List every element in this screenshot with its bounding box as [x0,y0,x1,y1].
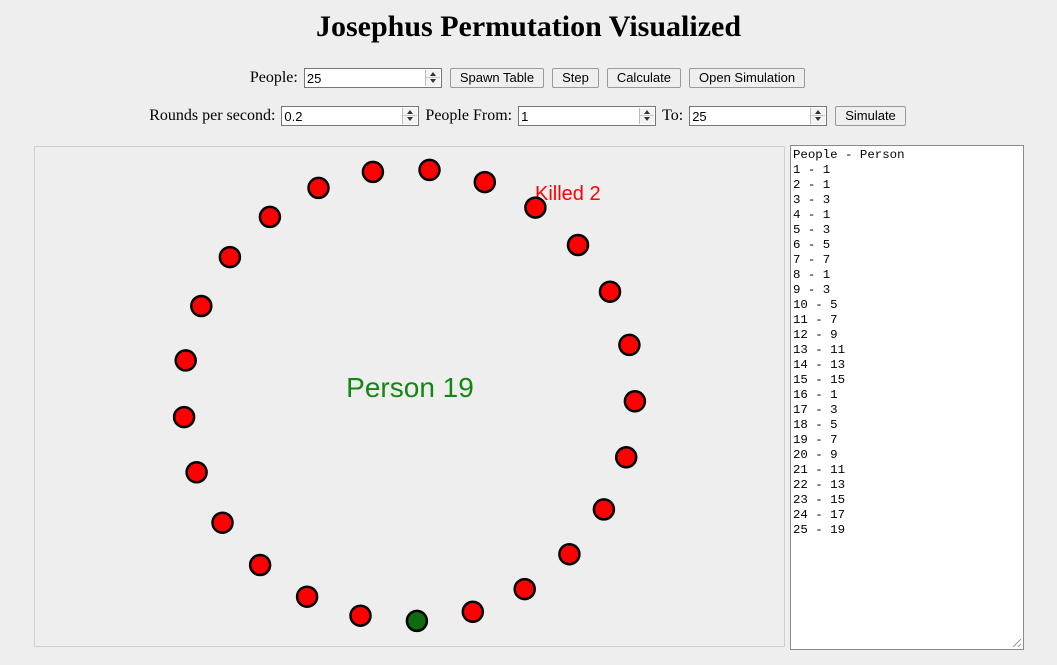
result-row: 10 - 5 [793,298,838,312]
current-person-text: Person 19 [346,372,474,403]
result-row: 14 - 13 [793,358,846,372]
person-marker [218,245,242,269]
spin-up-icon[interactable] [640,108,655,116]
result-row: 4 - 1 [793,208,831,222]
people-input-value: 25 [306,71,322,86]
open-simulation-button[interactable]: Open Simulation [689,68,806,88]
result-row: 21 - 11 [793,463,846,477]
killed-text: Killed 2 [535,183,601,205]
spin-down-icon[interactable] [425,78,440,86]
result-row: 12 - 9 [793,328,838,342]
person-marker [405,609,429,633]
people-circle: Person 19 Killed 2 [172,158,647,633]
result-row: 19 - 7 [793,433,838,447]
result-row: 3 - 3 [793,193,831,207]
result-row: 9 - 3 [793,283,831,297]
spin-down-icon[interactable] [811,116,826,124]
rounds-per-second-label: Rounds per second: [149,107,276,124]
person-marker [307,176,330,200]
people-to-spinner[interactable] [810,108,826,124]
result-row: 13 - 11 [793,343,846,357]
person-marker [190,294,213,318]
simulate-button[interactable]: Simulate [835,106,906,126]
result-row: 16 - 1 [793,388,838,402]
people-from-value: 1 [521,109,529,124]
person-marker [592,498,616,521]
result-row: 5 - 3 [793,223,831,237]
person-marker [349,604,372,627]
rounds-per-second-input[interactable]: 0.2 [281,106,420,126]
step-button[interactable]: Step [552,68,599,88]
resize-grip-icon[interactable] [1013,639,1021,647]
person-marker [473,170,497,194]
result-row: 17 - 3 [793,403,838,417]
result-row: 22 - 13 [793,478,846,492]
result-row: 7 - 7 [793,253,831,267]
person-marker [248,553,272,577]
spin-up-icon[interactable] [425,70,440,78]
results-header: People - Person [793,148,905,162]
result-row: 23 - 15 [793,493,846,507]
rounds-input-value: 0.2 [284,109,303,124]
spawn-table-button[interactable]: Spawn Table [449,68,545,88]
people-to-value: 25 [692,109,707,124]
spin-up-icon[interactable] [403,108,418,116]
people-spinner[interactable] [424,70,440,86]
result-row: 18 - 5 [793,418,838,432]
person-marker [418,158,441,182]
person-marker [614,446,638,469]
spin-down-icon[interactable] [640,116,655,124]
person-marker [623,390,647,413]
result-row: 11 - 7 [793,313,838,327]
setup-controls: People: 25 Spawn Table Step Calculate Op… [0,68,1057,88]
result-row: 8 - 1 [793,268,831,282]
people-label: People: [249,69,298,86]
person-marker [185,461,208,484]
calculate-button[interactable]: Calculate [606,68,682,88]
person-marker [524,196,547,219]
result-row: 24 - 17 [793,508,846,522]
people-to-input[interactable]: 25 [689,106,828,126]
person-marker [174,349,197,372]
person-marker [258,205,282,229]
result-row: 6 - 5 [793,238,831,252]
people-input[interactable]: 25 [303,68,442,88]
page-title: Josephus Permutation Visualized [315,10,742,43]
person-marker [461,600,485,624]
to-label: To: [662,107,684,124]
person-marker [558,542,581,566]
simulation-controls: Rounds per second: 0.2 People From: 1 To… [0,106,1057,126]
person-marker [598,280,622,303]
person-marker [618,333,641,357]
person-marker [172,405,196,429]
result-row: 15 - 15 [793,373,846,387]
result-row: 25 - 19 [793,523,846,537]
spin-down-icon[interactable] [403,116,418,124]
people-from-input[interactable]: 1 [518,106,657,126]
person-marker [361,160,385,184]
result-row: 20 - 9 [793,448,838,462]
person-marker [211,511,234,534]
result-row: 2 - 1 [793,178,831,192]
people-from-spinner[interactable] [639,108,655,124]
simulation-canvas: Person 19 Killed 2 [34,146,785,647]
person-marker [566,233,590,257]
spin-up-icon[interactable] [811,108,826,116]
person-marker [513,577,536,601]
result-row: 1 - 1 [793,163,831,177]
rounds-spinner[interactable] [402,108,418,124]
person-marker [295,585,319,608]
people-from-label: People From: [425,107,513,124]
